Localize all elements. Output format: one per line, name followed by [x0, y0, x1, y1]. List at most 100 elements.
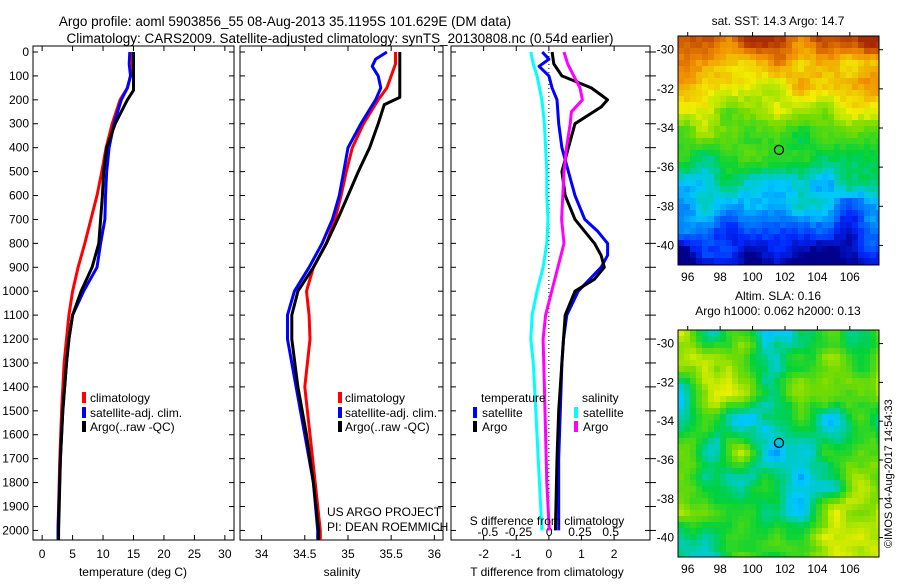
- map-cell: [816, 330, 822, 336]
- map-cell: [810, 144, 816, 150]
- map-cell: [702, 486, 708, 492]
- map-cell: [792, 396, 798, 402]
- map-cell: [786, 246, 792, 252]
- map-cell: [756, 420, 762, 426]
- map-cell: [702, 336, 708, 342]
- map-cell: [744, 126, 750, 132]
- map-cell: [780, 114, 786, 120]
- map-cell: [702, 42, 708, 48]
- map-cell: [708, 216, 714, 222]
- map-cell: [738, 144, 744, 150]
- map-cell: [768, 432, 774, 438]
- map-cell: [822, 516, 828, 522]
- map-cell: [810, 510, 816, 516]
- map-cell: [780, 132, 786, 138]
- map-cell: [774, 432, 780, 438]
- map-cell: [852, 432, 858, 438]
- legend-swatch-climatology: [338, 392, 342, 403]
- map-cell: [852, 222, 858, 228]
- map-cell: [762, 216, 768, 222]
- map-cell: [828, 102, 834, 108]
- map-cell: [870, 402, 876, 408]
- map-cell: [846, 168, 852, 174]
- map-cell: [690, 108, 696, 114]
- map-cell: [852, 534, 858, 540]
- map-cell: [726, 186, 732, 192]
- map-cell: [774, 48, 780, 54]
- map-cell: [876, 90, 879, 96]
- map-cell: [858, 234, 864, 240]
- map-cell: [762, 546, 768, 552]
- map-cell: [810, 60, 816, 66]
- map-cell: [750, 216, 756, 222]
- map-cell: [846, 60, 852, 66]
- map-cell: [780, 246, 786, 252]
- map-cell: [822, 348, 828, 354]
- map-cell: [750, 438, 756, 444]
- map-cell: [846, 396, 852, 402]
- sla-map-title: Altim. SLA: 0.16: [735, 289, 821, 303]
- map-cell: [804, 186, 810, 192]
- map-cell: [792, 342, 798, 348]
- map-cell: [732, 426, 738, 432]
- x-tick-label: 98: [713, 270, 727, 284]
- map-cell: [744, 114, 750, 120]
- map-cell: [690, 360, 696, 366]
- map-cell: [792, 336, 798, 342]
- map-cell: [864, 444, 870, 450]
- map-cell: [750, 108, 756, 114]
- map-cell: [870, 168, 876, 174]
- map-cell: [864, 534, 870, 540]
- argo-float-marker: [773, 144, 785, 156]
- map-cell: [870, 528, 876, 534]
- map-cell: [870, 186, 876, 192]
- map-cell: [858, 84, 864, 90]
- map-cell: [780, 90, 786, 96]
- map-cell: [684, 168, 690, 174]
- map-cell: [738, 156, 744, 162]
- map-cell: [678, 144, 684, 150]
- map-cell: [798, 420, 804, 426]
- map-cell: [744, 504, 750, 510]
- map-cell: [744, 66, 750, 72]
- map-cell: [750, 42, 756, 48]
- map-cell: [768, 336, 774, 342]
- map-cell: [840, 102, 846, 108]
- map-cell: [816, 114, 822, 120]
- map-cell: [852, 102, 858, 108]
- map-cell: [690, 258, 696, 264]
- map-cell: [702, 162, 708, 168]
- map-cell: [798, 462, 804, 468]
- map-cell: [708, 384, 714, 390]
- map-cell: [702, 234, 708, 240]
- map-cell: [678, 114, 684, 120]
- map-cell: [684, 204, 690, 210]
- map-cell: [732, 132, 738, 138]
- map-cell: [876, 420, 879, 426]
- map-cell: [744, 432, 750, 438]
- map-cell: [696, 396, 702, 402]
- map-cell: [744, 336, 750, 342]
- title-line-1: Argo profile: aoml 5903856_55 08-Aug-201…: [59, 14, 511, 29]
- map-cell: [798, 498, 804, 504]
- map-cell: [732, 534, 738, 540]
- map-cell: [702, 90, 708, 96]
- map-cell: [858, 60, 864, 66]
- map-cell: [744, 408, 750, 414]
- map-cell: [822, 102, 828, 108]
- map-cell: [822, 48, 828, 54]
- map-cell: [840, 78, 846, 84]
- map-cell: [690, 234, 696, 240]
- map-cell: [726, 390, 732, 396]
- map-cell: [774, 390, 780, 396]
- map-cell: [720, 132, 726, 138]
- map-cell: [786, 366, 792, 372]
- map-cell: [732, 474, 738, 480]
- map-cell: [768, 510, 774, 516]
- map-cell: [744, 36, 750, 42]
- map-cell: [828, 522, 834, 528]
- map-cell: [840, 510, 846, 516]
- map-cell: [768, 240, 774, 246]
- map-cell: [786, 516, 792, 522]
- map-cell: [714, 168, 720, 174]
